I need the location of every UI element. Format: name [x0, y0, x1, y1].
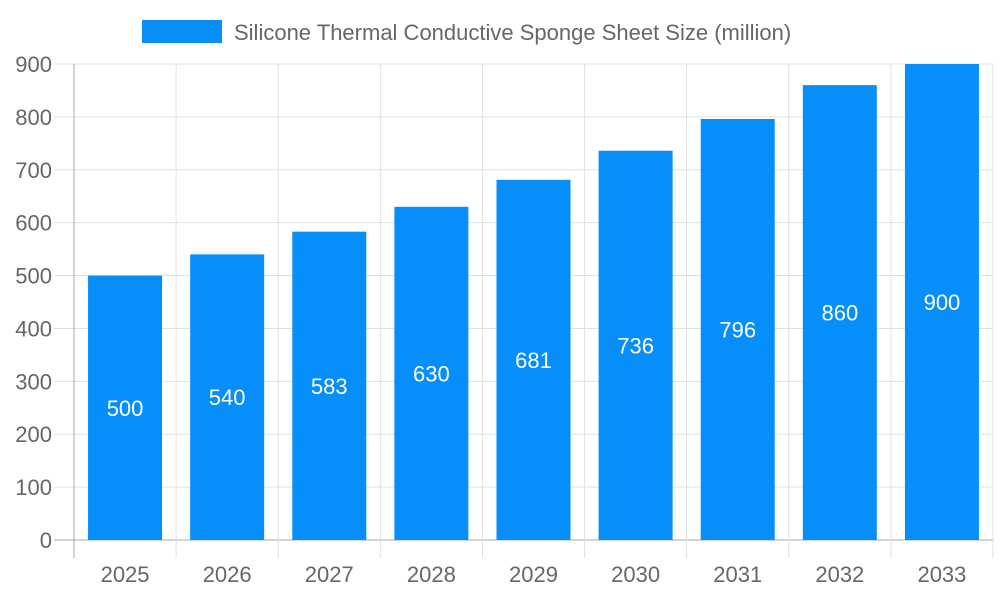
y-tick-label: 600	[15, 211, 52, 236]
data-label: 736	[617, 333, 654, 358]
x-tick-label: 2029	[509, 562, 558, 587]
bar	[904, 64, 979, 540]
bar	[88, 275, 163, 540]
x-tick-label: 2025	[101, 562, 150, 587]
data-label: 500	[107, 396, 144, 421]
data-label: 681	[515, 348, 552, 373]
data-label: 630	[413, 361, 450, 386]
legend-swatch	[142, 20, 222, 43]
bar	[700, 119, 775, 540]
data-label: 583	[311, 374, 348, 399]
bar	[802, 85, 877, 541]
y-tick-label: 800	[15, 105, 52, 130]
bar	[292, 231, 367, 540]
y-tick-label: 700	[15, 158, 52, 183]
data-label: 796	[719, 318, 756, 343]
y-tick-label: 300	[15, 369, 52, 394]
y-tick-label: 400	[15, 316, 52, 341]
x-tick-label: 2030	[611, 562, 660, 587]
x-tick-label: 2031	[713, 562, 762, 587]
y-tick-label: 0	[40, 528, 52, 553]
y-tick-label: 100	[15, 475, 52, 500]
bar	[598, 150, 673, 540]
x-tick-label: 2027	[305, 562, 354, 587]
x-tick-label: 2026	[203, 562, 252, 587]
bar	[190, 254, 265, 540]
x-tick-label: 2028	[407, 562, 456, 587]
y-tick-label: 900	[15, 52, 52, 77]
legend-label: Silicone Thermal Conductive Sponge Sheet…	[234, 20, 791, 45]
bar	[496, 179, 571, 540]
data-label: 540	[209, 385, 246, 410]
y-tick-label: 500	[15, 264, 52, 289]
data-label: 860	[821, 301, 858, 326]
x-tick-label: 2032	[815, 562, 864, 587]
y-tick-label: 200	[15, 422, 52, 447]
bar	[394, 206, 469, 541]
data-label: 900	[924, 290, 961, 315]
x-tick-label: 2033	[917, 562, 966, 587]
